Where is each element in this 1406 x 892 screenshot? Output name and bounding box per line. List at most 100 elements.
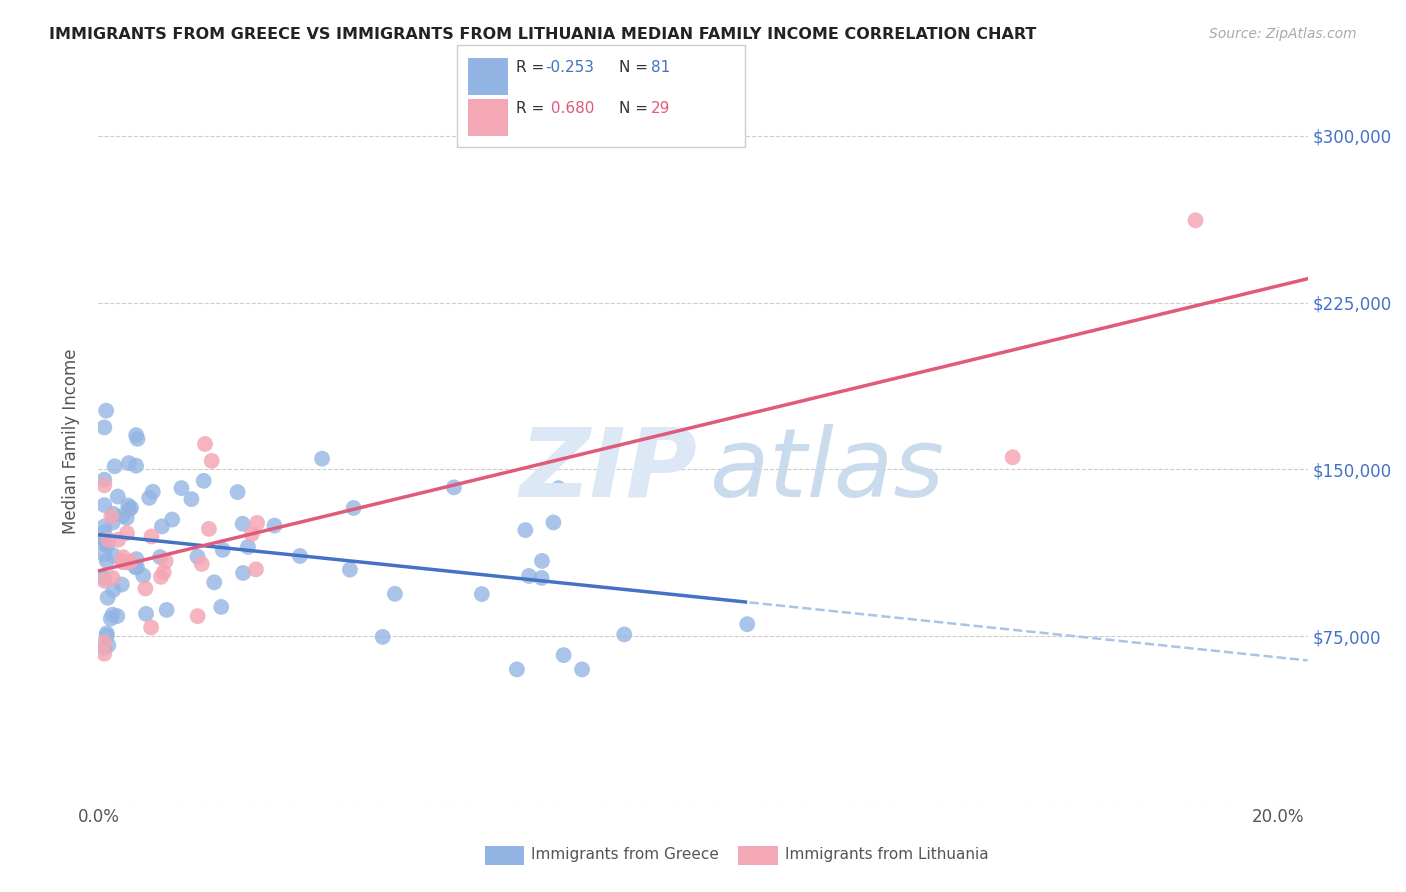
Point xyxy=(112,550,135,565)
Point xyxy=(135,607,157,621)
Point xyxy=(471,587,494,601)
Text: Immigrants from Lithuania: Immigrants from Lithuania xyxy=(785,847,988,862)
Point xyxy=(115,511,138,525)
Text: 29: 29 xyxy=(651,101,671,116)
Point xyxy=(112,555,135,569)
Point xyxy=(193,474,215,488)
Point xyxy=(93,473,115,487)
Point xyxy=(125,560,148,574)
Point xyxy=(236,540,259,554)
Text: Source: ZipAtlas.com: Source: ZipAtlas.com xyxy=(1209,27,1357,41)
Point xyxy=(93,635,115,649)
Text: N =: N = xyxy=(619,101,652,116)
Point xyxy=(263,518,285,533)
Point xyxy=(104,459,127,474)
Point xyxy=(170,481,193,495)
Point xyxy=(138,491,160,505)
Point xyxy=(134,582,156,596)
Point xyxy=(517,569,540,583)
Point xyxy=(311,451,333,466)
Point xyxy=(149,549,172,564)
Text: R =: R = xyxy=(516,60,550,75)
Point xyxy=(93,537,115,551)
Point xyxy=(97,638,120,652)
Point xyxy=(342,500,364,515)
Point xyxy=(101,571,124,585)
Point xyxy=(111,555,134,569)
Point xyxy=(120,554,142,568)
Point xyxy=(117,499,139,513)
Point xyxy=(180,492,202,507)
Point xyxy=(94,533,117,548)
Text: N =: N = xyxy=(619,60,652,75)
Point xyxy=(93,498,115,512)
Point xyxy=(142,484,165,499)
Point xyxy=(240,527,263,541)
Point xyxy=(111,508,134,523)
Point xyxy=(105,609,128,624)
Point xyxy=(96,538,118,552)
Point xyxy=(571,662,593,676)
Point xyxy=(371,630,394,644)
Point xyxy=(100,509,122,524)
Point xyxy=(107,533,129,547)
Point xyxy=(155,554,177,568)
Point xyxy=(93,519,115,533)
Text: R =: R = xyxy=(516,101,550,116)
Point xyxy=(194,437,217,451)
Point xyxy=(735,617,758,632)
Point xyxy=(100,611,122,625)
Point xyxy=(245,562,267,576)
Y-axis label: Median Family Income: Median Family Income xyxy=(62,349,80,534)
Point xyxy=(132,568,155,582)
Point xyxy=(186,549,208,564)
Point xyxy=(613,627,636,641)
Point xyxy=(93,478,115,492)
Point xyxy=(232,566,254,580)
Point xyxy=(93,548,115,562)
Point xyxy=(127,432,149,446)
Point xyxy=(93,571,115,585)
Point xyxy=(139,620,162,634)
Point xyxy=(553,648,575,662)
Point xyxy=(94,533,117,548)
Point xyxy=(124,560,146,574)
Point xyxy=(96,554,118,568)
Point xyxy=(198,522,221,536)
Point xyxy=(384,587,406,601)
Point xyxy=(152,566,174,580)
Point xyxy=(94,403,117,417)
Point xyxy=(103,582,125,597)
Point xyxy=(149,570,172,584)
Text: ZIP: ZIP xyxy=(519,424,697,517)
Point xyxy=(120,500,142,515)
Point xyxy=(339,563,361,577)
Text: Immigrants from Greece: Immigrants from Greece xyxy=(531,847,720,862)
Point xyxy=(232,516,254,531)
Point xyxy=(547,481,569,495)
Point xyxy=(107,490,129,504)
Point xyxy=(209,599,232,614)
Point xyxy=(125,458,148,473)
Point xyxy=(97,533,120,547)
Point xyxy=(187,609,209,624)
Point xyxy=(226,485,249,500)
Point xyxy=(111,577,134,591)
Point xyxy=(101,607,124,622)
Point xyxy=(97,591,120,605)
Text: -0.253: -0.253 xyxy=(546,60,595,75)
Point xyxy=(190,557,212,571)
Text: 0.680: 0.680 xyxy=(546,101,593,116)
Point xyxy=(141,529,163,543)
Point xyxy=(530,571,553,585)
Point xyxy=(515,523,537,537)
Point xyxy=(1001,450,1024,465)
Point xyxy=(96,629,118,643)
Point xyxy=(288,549,311,563)
Point xyxy=(93,574,115,588)
Point xyxy=(93,640,115,655)
Point xyxy=(150,519,173,533)
Point xyxy=(115,526,138,541)
Point xyxy=(202,575,225,590)
Point xyxy=(156,603,179,617)
